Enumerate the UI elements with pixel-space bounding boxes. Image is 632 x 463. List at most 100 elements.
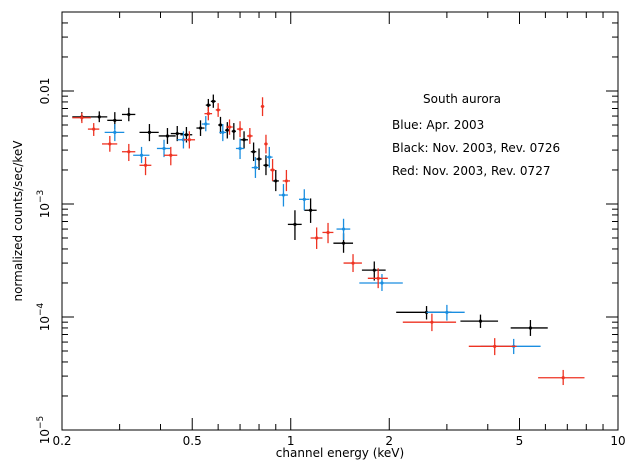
point-marker [284, 179, 289, 183]
point-marker [341, 241, 346, 245]
y-axis-label: normalized counts/sec/keV [11, 140, 25, 302]
point-marker [211, 99, 215, 103]
data-point [361, 261, 386, 281]
data-point [367, 268, 388, 289]
point-marker [162, 146, 166, 151]
point-marker [376, 276, 380, 280]
data-point [101, 135, 118, 152]
data-markers [72, 94, 585, 386]
point-marker [97, 115, 101, 119]
data-point [359, 274, 403, 291]
data-point [260, 97, 265, 117]
point-marker [478, 319, 483, 323]
point-marker [264, 163, 268, 167]
data-point [256, 148, 262, 170]
point-marker [113, 118, 117, 122]
data-point [225, 122, 230, 139]
point-marker [326, 230, 330, 235]
x-tick-label: 0.5 [183, 434, 202, 448]
point-marker [251, 150, 256, 154]
data-point [90, 111, 108, 123]
point-marker [274, 179, 278, 183]
point-marker [238, 127, 242, 131]
data-point [402, 313, 457, 332]
data-point [278, 184, 288, 207]
data-point [468, 338, 517, 356]
point-marker [187, 138, 191, 142]
data-point [265, 146, 273, 168]
data-point [215, 103, 221, 117]
data-point [250, 142, 257, 162]
point-marker [92, 127, 96, 131]
point-marker [302, 197, 306, 201]
point-marker [127, 150, 131, 154]
data-point [139, 124, 159, 142]
point-marker [430, 320, 434, 324]
data-point [336, 218, 351, 241]
x-tick-label: 1 [287, 434, 295, 448]
data-point [121, 143, 136, 162]
point-marker [218, 123, 223, 127]
point-marker [113, 130, 117, 135]
data-point [156, 139, 171, 158]
point-marker [260, 104, 265, 109]
data-point [460, 314, 499, 328]
point-marker [293, 222, 297, 226]
data-point [226, 119, 233, 135]
point-marker [264, 142, 268, 146]
data-point [282, 169, 291, 192]
data-point [322, 222, 334, 244]
data-point [287, 210, 302, 241]
point-marker [204, 122, 208, 126]
point-marker [380, 281, 384, 285]
data-point [231, 123, 236, 140]
point-marker [169, 153, 173, 157]
point-marker [216, 108, 220, 112]
data-point [121, 107, 136, 122]
y-tick-label: 10−3 [36, 190, 52, 219]
point-marker [372, 268, 376, 272]
data-point [72, 112, 91, 124]
plot-frame [61, 11, 619, 431]
point-marker [528, 326, 533, 330]
annotation-title: South aurora [423, 92, 501, 106]
point-marker [108, 142, 112, 146]
point-marker [147, 130, 152, 135]
data-point [204, 107, 213, 121]
data-point [310, 227, 323, 249]
point-marker [80, 116, 84, 120]
point-marker [267, 155, 271, 159]
data-point [139, 157, 152, 176]
point-marker [257, 157, 261, 161]
data-point [104, 124, 125, 142]
y-tick-label: 10−5 [36, 416, 52, 445]
point-marker [206, 103, 210, 107]
point-marker [175, 131, 179, 136]
data-point [164, 146, 178, 166]
series-2 [72, 97, 585, 386]
data-point [343, 254, 362, 273]
point-marker [309, 208, 313, 212]
data-point [264, 134, 268, 154]
data-point [133, 146, 150, 164]
point-marker [232, 129, 236, 133]
point-marker [281, 193, 286, 197]
point-marker [184, 133, 189, 137]
axis-ticks [61, 11, 619, 431]
point-marker [181, 138, 186, 142]
point-marker [341, 227, 346, 231]
data-point [87, 123, 100, 136]
point-marker [143, 163, 148, 167]
data-point [218, 116, 223, 134]
y-tick-label: 10−4 [36, 302, 52, 331]
point-marker [445, 310, 449, 314]
point-marker [270, 168, 275, 172]
x-tick-label: 5 [516, 434, 524, 448]
data-point [270, 159, 275, 181]
data-point [235, 138, 245, 160]
data-point [538, 369, 585, 386]
point-marker [225, 128, 229, 132]
data-point [196, 120, 205, 136]
point-marker [238, 146, 242, 151]
